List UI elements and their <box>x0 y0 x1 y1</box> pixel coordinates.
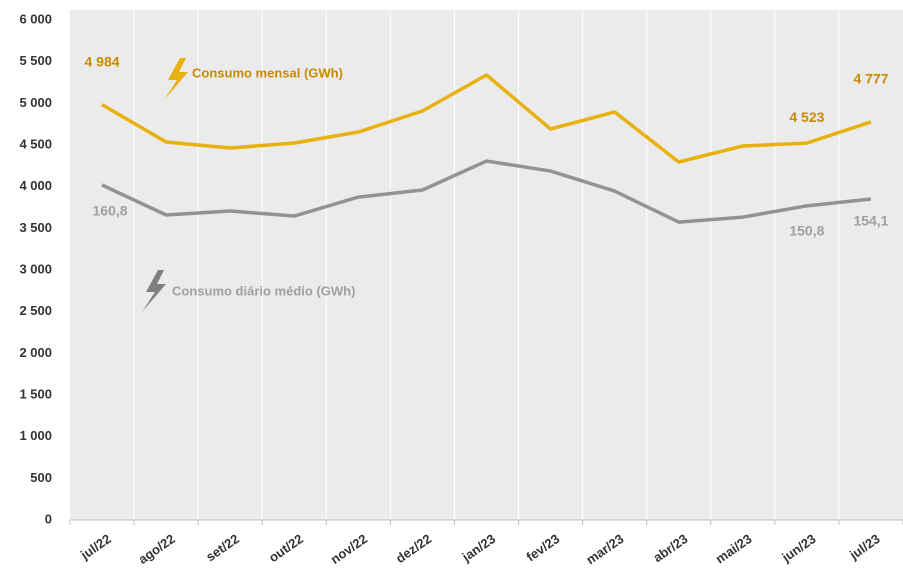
data-label: 4 777 <box>853 71 888 87</box>
series-line <box>101 159 872 224</box>
x-tick-label: jan/23 <box>459 531 499 565</box>
series-line <box>101 73 872 164</box>
x-tick-label: out/22 <box>266 531 306 565</box>
x-tick-label: jul/22 <box>77 531 114 563</box>
y-tick-label: 5 500 <box>19 53 52 68</box>
data-label: 4 984 <box>85 53 120 69</box>
y-tick-label: 6 000 <box>19 11 52 26</box>
x-tick-label: jul/23 <box>846 531 883 563</box>
data-label: 150,8 <box>789 223 824 239</box>
y-tick-label: 1 000 <box>19 428 52 443</box>
x-tick-label: nov/22 <box>328 531 370 567</box>
x-tick-label: mar/23 <box>583 531 626 567</box>
icon-lightning <box>164 58 188 100</box>
y-tick-label: 3 000 <box>19 261 52 276</box>
data-label: 160,8 <box>93 203 128 219</box>
y-tick-label: 0 <box>45 511 52 526</box>
y-tick-label: 2 000 <box>19 345 52 360</box>
x-tick-label: abr/23 <box>650 531 690 565</box>
data-label: 154,1 <box>853 213 888 229</box>
data-label: 4 523 <box>789 109 824 125</box>
x-tick-label: set/22 <box>203 531 242 564</box>
x-tick-label: dez/22 <box>393 531 434 566</box>
y-tick-label: 500 <box>30 470 52 485</box>
plot-background <box>70 10 903 520</box>
icon-lightning <box>142 270 166 312</box>
y-tick-label: 2 500 <box>19 303 52 318</box>
x-tick-label: fev/23 <box>523 531 562 564</box>
series-label: Consumo diário médio (GWh) <box>172 283 355 298</box>
y-tick-label: 4 500 <box>19 136 52 151</box>
y-tick-label: 4 000 <box>19 178 52 193</box>
x-tick-label: ago/22 <box>135 531 177 567</box>
x-tick-label: mai/23 <box>713 531 755 567</box>
x-tick-label: jun/23 <box>778 531 818 565</box>
y-tick-label: 5 000 <box>19 95 52 110</box>
y-tick-label: 3 500 <box>19 220 52 235</box>
series-label: Consumo mensal (GWh) <box>192 65 343 80</box>
y-tick-label: 1 500 <box>19 386 52 401</box>
